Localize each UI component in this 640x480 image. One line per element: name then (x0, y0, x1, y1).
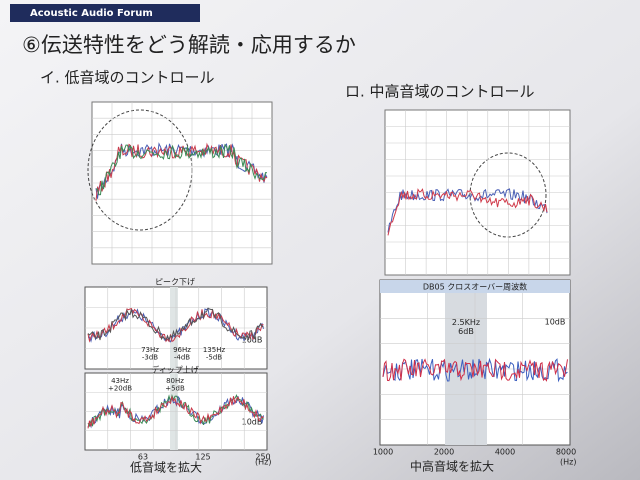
peak-label: 135Hz -5dB (203, 346, 226, 362)
unit: (Hz) (560, 458, 576, 467)
response-trace (87, 307, 264, 343)
response-trace (87, 395, 264, 429)
x-tick-label: 2000 (434, 448, 454, 457)
x-tick-label: 63 (138, 453, 148, 462)
scale-label: 10dB (545, 318, 566, 327)
x-tick-label: 125 (195, 453, 210, 462)
response-trace (382, 357, 568, 383)
scale-label: 10dB (242, 418, 263, 427)
x-tick-label: 4000 (495, 448, 515, 457)
response-trace (95, 142, 268, 201)
highlight-circle (469, 152, 547, 238)
slide-title: ⑥伝送特性をどう解読・応用するか (22, 33, 356, 57)
dip-label: 43Hz +20dB (108, 377, 132, 393)
response-trace (382, 358, 568, 382)
x-tick-label: 250 (255, 453, 270, 462)
caption: 中高音域を拡大 (410, 459, 494, 474)
dip-title: ディップ上げ (151, 365, 198, 375)
unit: (Hz) (255, 458, 271, 467)
x-tick-label: 8000 (556, 448, 576, 457)
brand-bar (10, 4, 200, 22)
scale-label: 10dB (242, 336, 263, 345)
left-heading: イ. 低音域のコントロール (40, 69, 215, 87)
peak-title: ピーク下げ (155, 278, 195, 287)
response-trace (95, 143, 268, 196)
panel-header (380, 280, 570, 293)
caption: 低音域を拡大 (130, 460, 202, 475)
x-tick-label: 1000 (373, 448, 393, 457)
brand: Acoustic Audio Forum (30, 8, 153, 19)
response-trace (87, 307, 264, 342)
response-trace (387, 188, 548, 236)
right-heading: ロ. 中高音域のコントロール (345, 83, 535, 101)
band-label: 2.5KHz 6dB (452, 318, 480, 336)
peak-label: 73Hz -3dB (141, 346, 159, 362)
dip-label: 80Hz +5dB (165, 377, 185, 393)
panel-title: DB05 クロスオーバー周波数 (423, 282, 527, 292)
peak-label: 96Hz -4dB (173, 346, 191, 362)
